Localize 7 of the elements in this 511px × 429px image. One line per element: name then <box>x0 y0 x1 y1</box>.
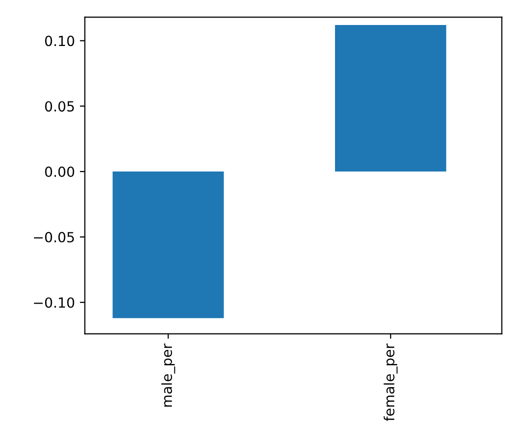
x-tick-label: female_per <box>384 343 398 422</box>
y-tick-label: 0.00 <box>45 166 74 178</box>
y-tick-label: −0.05 <box>34 232 74 242</box>
y-tick-label: 0.10 <box>45 36 74 46</box>
y-tick-label: 0.05 <box>45 101 74 112</box>
y-tick-label: −0.10 <box>34 297 74 308</box>
x-tick-label: male_per <box>161 343 176 407</box>
